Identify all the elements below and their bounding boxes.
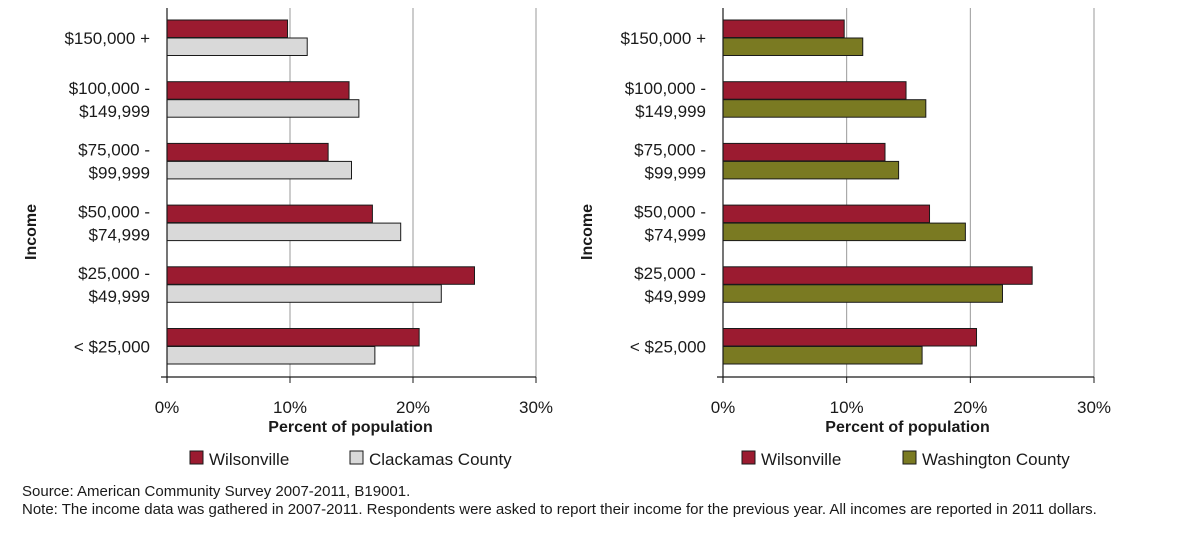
bar-wilsonville [166, 328, 420, 347]
category-label: $150,000 + [620, 29, 706, 48]
legend-swatch [349, 450, 364, 465]
category-label: $149,999 [635, 102, 706, 121]
y-axis-title: Income [579, 204, 596, 260]
source-note: Source: American Community Survey 2007-2… [22, 483, 411, 500]
x-tick-label: 20% [953, 398, 987, 417]
chart-2: $150,000 + $100,000 - $149,999 $75,000 - $99… [579, 8, 1111, 469]
category-label: < $25,000 [630, 337, 706, 356]
category-label: $25,000 - [634, 264, 706, 283]
bar-wilsonville [166, 81, 350, 100]
y-axis-title: Income [23, 204, 40, 260]
bar-washington-county [722, 99, 927, 118]
category-label: $100,000 - [69, 79, 150, 98]
x-tick-label: 10% [830, 398, 864, 417]
category-label: $25,000 - [78, 264, 150, 283]
category-label: $49,999 [89, 287, 150, 306]
bar-wilsonville [166, 19, 289, 38]
x-tick-label: 0% [711, 398, 736, 417]
bar-wilsonville [722, 204, 931, 224]
x-axis-title: Percent of population [268, 419, 432, 436]
bar-clackamas-county [166, 222, 402, 242]
category-label: $75,000 - [634, 141, 706, 160]
x-tick-label: 30% [519, 398, 553, 417]
bar-washington-county [722, 160, 900, 180]
category-label: $50,000 - [78, 202, 150, 221]
footer-notes: Source: American Community Survey 2007-2… [22, 483, 1187, 519]
legend-label: Washington County [922, 450, 1070, 469]
bar-wilsonville [166, 266, 475, 285]
legend-swatch [189, 450, 204, 465]
bar-clackamas-county [166, 284, 442, 303]
x-tick-label: 30% [1077, 398, 1111, 417]
bar-washington-county [722, 346, 923, 365]
category-label: $99,999 [645, 164, 706, 183]
category-label: $49,999 [645, 287, 706, 306]
category-label: $99,999 [89, 164, 150, 183]
charts-canvas: $150,000 + $100,000 - $149,999 $75,000 - $99… [23, 8, 1111, 469]
bar-clackamas-county [166, 160, 352, 180]
legend-label: Wilsonville [761, 450, 841, 469]
category-label: $100,000 - [625, 79, 706, 98]
legend-label: Wilsonville [209, 450, 289, 469]
bar-clackamas-county [166, 346, 376, 365]
x-tick-label: 0% [155, 398, 180, 417]
category-label: < $25,000 [74, 337, 150, 356]
bar-wilsonville [722, 19, 845, 38]
bar-washington-county [722, 37, 864, 56]
bar-wilsonville [722, 142, 886, 162]
x-axis-title: Percent of population [825, 419, 989, 436]
bar-washington-county [722, 284, 1003, 303]
chart-1: $150,000 + $100,000 - $149,999 $75,000 - $99… [23, 8, 553, 469]
x-tick-label: 20% [396, 398, 430, 417]
bar-clackamas-county [166, 37, 308, 56]
bar-wilsonville [166, 204, 373, 224]
bar-wilsonville [166, 142, 329, 162]
income-note: Note: The income data was gathered in 20… [22, 501, 1097, 518]
category-label: $75,000 - [78, 141, 150, 160]
bar-clackamas-county [166, 99, 360, 118]
legend-swatch [902, 450, 917, 465]
legend-swatch [741, 450, 756, 465]
category-label: $74,999 [89, 225, 150, 244]
legend-label: Clackamas County [369, 450, 512, 469]
category-label: $150,000 + [64, 29, 150, 48]
bar-wilsonville [722, 266, 1033, 285]
x-tick-label: 10% [273, 398, 307, 417]
category-label: $74,999 [645, 225, 706, 244]
category-label: $149,999 [79, 102, 150, 121]
category-label: $50,000 - [634, 202, 706, 221]
bar-washington-county [722, 222, 966, 242]
bar-wilsonville [722, 81, 907, 100]
bar-wilsonville [722, 328, 978, 347]
